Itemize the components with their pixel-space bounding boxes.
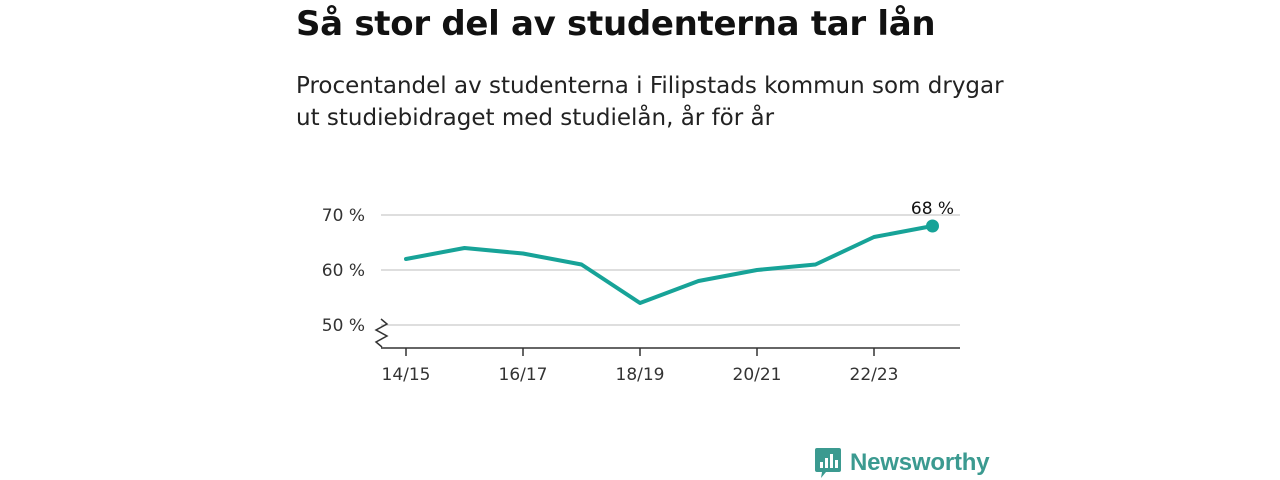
end-point-marker — [926, 219, 939, 233]
x-tick-label: 16/17 — [499, 365, 548, 385]
x-tick-label: 22/23 — [850, 365, 899, 385]
y-tick-label: 70 % — [322, 206, 365, 226]
end-value-label: 68 % — [911, 199, 954, 219]
y-tick-label: 60 % — [322, 261, 365, 281]
newsworthy-logo-icon — [815, 448, 841, 478]
line-chart: 50 % 60 % 70 % 14/15 16/17 18/19 20/21 22/23 68 … — [322, 199, 960, 385]
brand-name: Newsworthy — [850, 449, 990, 476]
y-axis-break-icon — [374, 318, 389, 348]
x-tick-label: 20/21 — [733, 365, 782, 385]
brand: Newsworthy — [814, 446, 990, 480]
y-tick-label: 50 % — [322, 316, 365, 336]
series-line — [404, 224, 935, 305]
chart-title: Så stor del av studenterna tar lån — [296, 4, 936, 44]
x-tick-label: 14/15 — [382, 365, 431, 385]
chart-subtitle: Procentandel av studenterna i Filipstads… — [296, 73, 1004, 131]
x-tick-label: 18/19 — [616, 365, 665, 385]
